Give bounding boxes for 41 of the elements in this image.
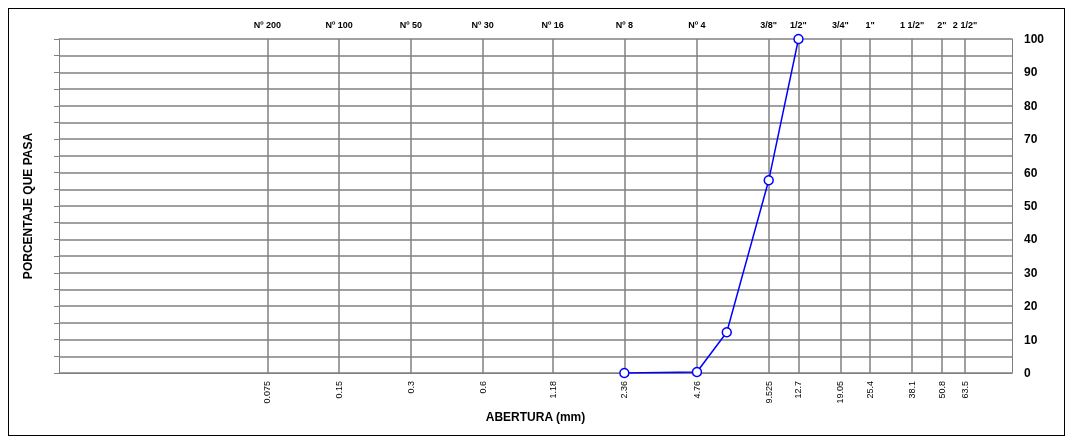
x-tick-label: 0.15	[334, 381, 345, 399]
x-tick-label: 38.1	[907, 381, 918, 399]
y-tick-label: 50	[1024, 199, 1038, 213]
text: Nº 4	[688, 19, 706, 30]
text: Nº 100	[325, 19, 353, 30]
text: 1 1/2"	[900, 19, 925, 30]
x-tick-label: 25.4	[865, 381, 876, 399]
y-tick-label: 40	[1024, 232, 1038, 247]
text: Nº 30	[471, 19, 494, 30]
x-tick-label: 0.6	[477, 381, 488, 394]
y-tick-label: 10	[1024, 332, 1038, 347]
text: 3/4"	[832, 19, 849, 30]
text: Nº 16	[541, 19, 564, 30]
y-axis-title: PORCENTAJE QUE PASA	[21, 132, 35, 280]
text: Nº 50	[399, 19, 423, 30]
x-tick-label: 4.76	[691, 381, 702, 399]
x-axis-title: ABERTURA (mm)	[485, 410, 586, 425]
y-tick-label: 0	[1024, 366, 1031, 380]
y-tick-label: 60	[1024, 165, 1038, 180]
y-tick-label: 90	[1024, 65, 1038, 80]
x-tick-label: 19.05	[835, 381, 846, 404]
x-tick-label: 12.7	[793, 381, 804, 399]
y-tick-label: 20	[1024, 299, 1038, 314]
x-tick-label: 9.525	[763, 381, 774, 404]
text: 3/8"	[760, 19, 778, 30]
text: 1/2"	[790, 19, 807, 30]
y-tick-label: 80	[1024, 98, 1038, 113]
x-tick-label: 63.5	[960, 381, 971, 399]
x-tick-label: 2.36	[619, 381, 630, 399]
x-tick-label: 1.18	[547, 381, 558, 399]
x-tick-label: 50.8	[936, 381, 947, 399]
text: 1"	[865, 19, 875, 30]
x-tick-label: 0.3	[405, 381, 416, 394]
y-tick-label: 30	[1024, 265, 1038, 280]
y-tick-label: 70	[1024, 132, 1038, 147]
text: 2 1/2"	[952, 19, 978, 30]
text: Nº 8	[615, 19, 633, 30]
text: Nº 200	[253, 19, 282, 30]
x-tick-label: 0.075	[262, 381, 273, 404]
text: 2"	[937, 19, 947, 30]
y-tick-label: 100	[1024, 32, 1045, 46]
